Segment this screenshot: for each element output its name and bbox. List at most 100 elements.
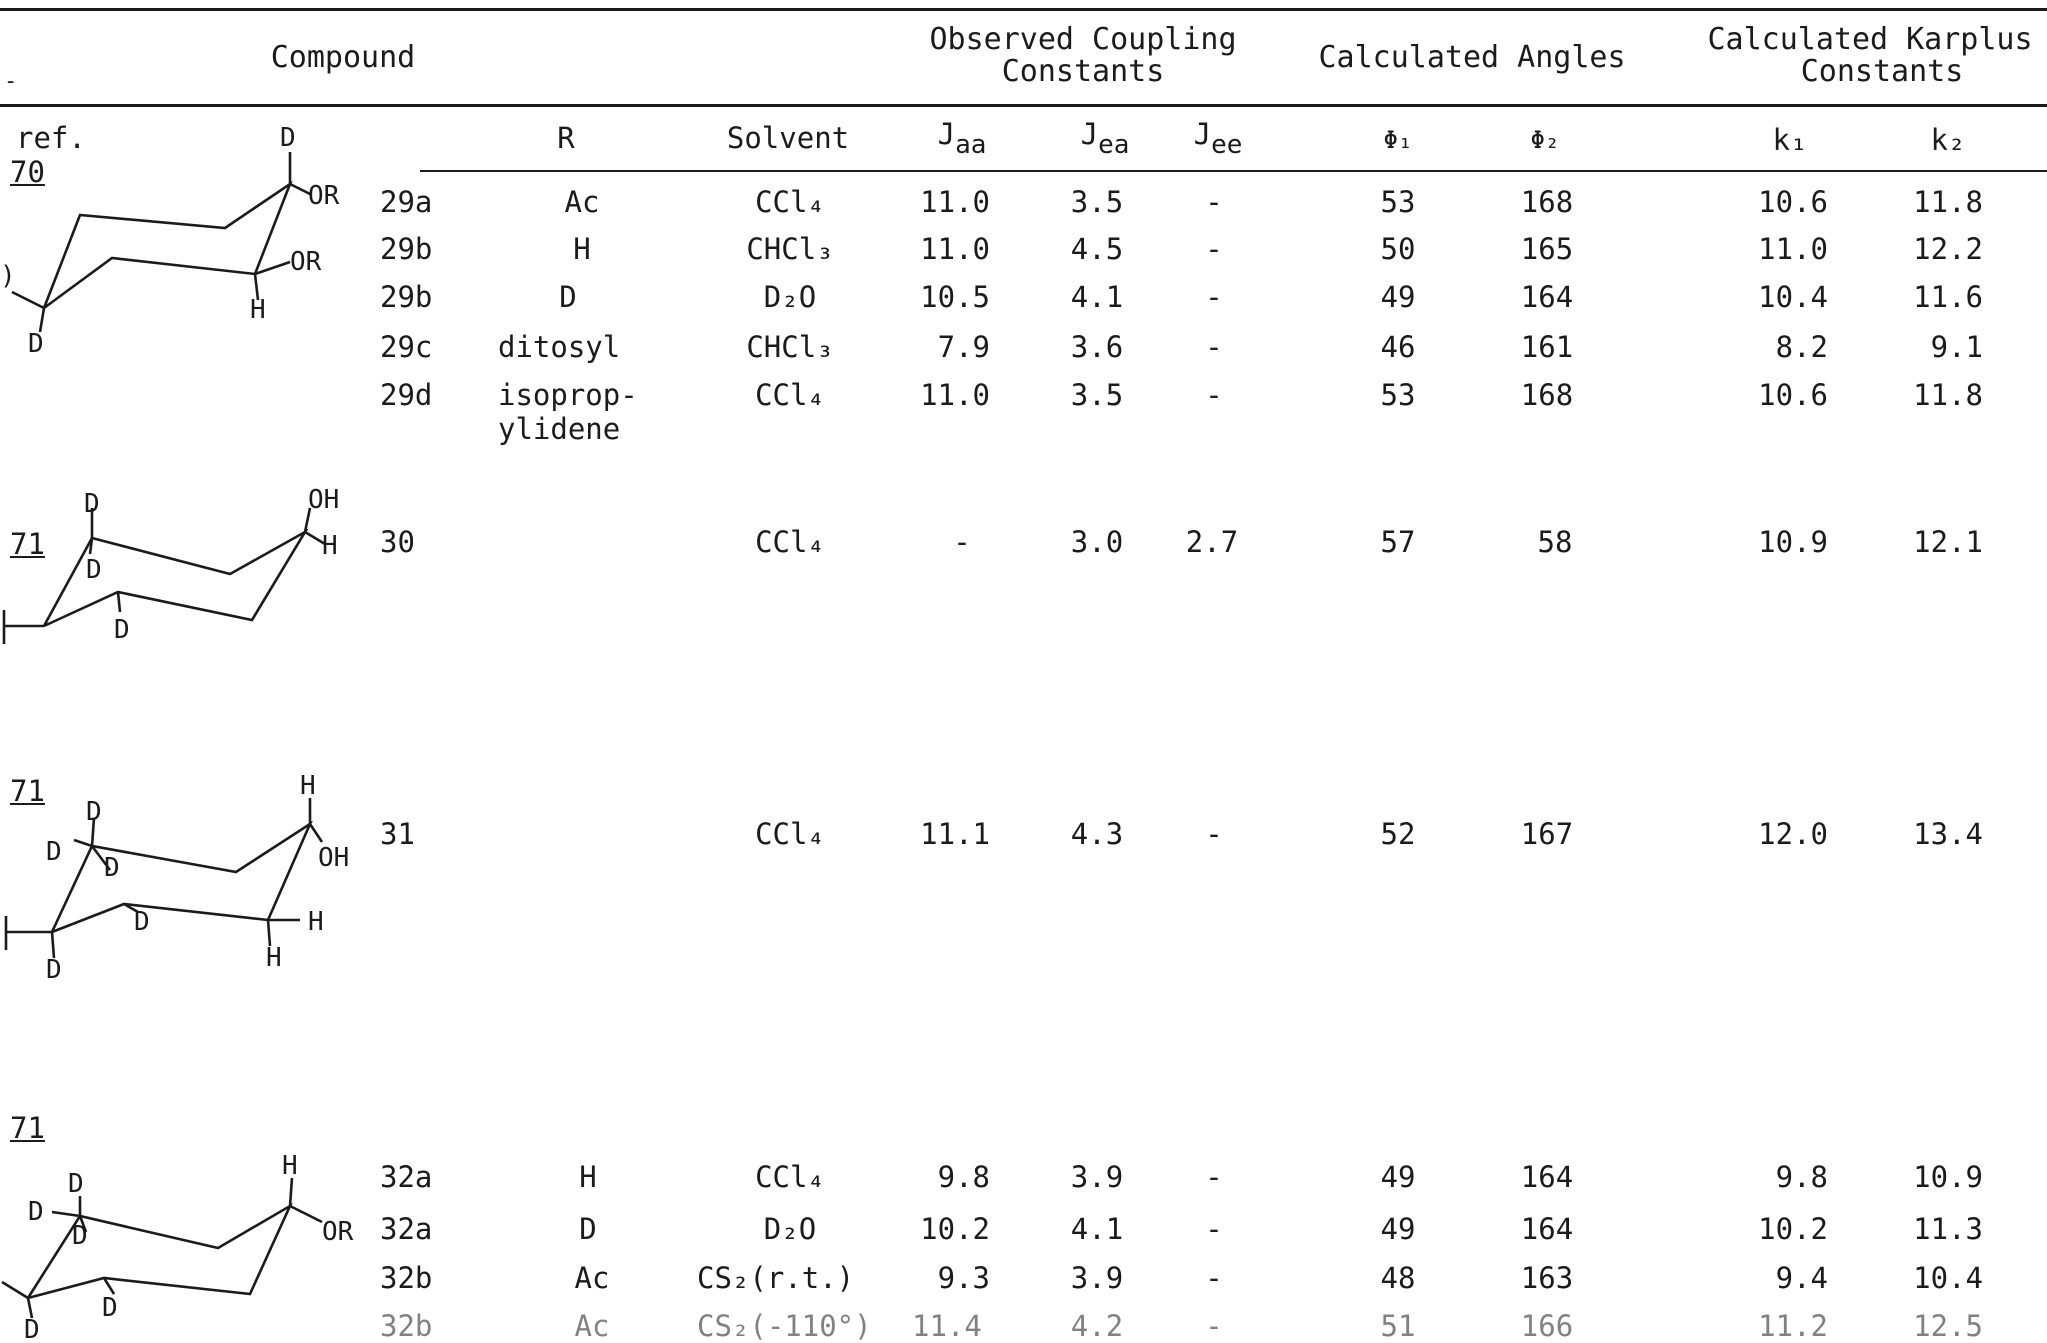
j-ee: - xyxy=(1205,1160,1223,1194)
solvent: CHCl₃ xyxy=(746,232,834,266)
bond xyxy=(1,1280,29,1300)
phi1: 50 xyxy=(1380,232,1416,266)
compound-id: 32a xyxy=(380,1160,433,1194)
phi2: 166 xyxy=(1520,1309,1574,1343)
j-aa: 11.0 xyxy=(920,232,990,266)
bond xyxy=(303,507,312,533)
j-ea: 3.9 xyxy=(1070,1160,1124,1194)
bond xyxy=(266,919,272,947)
j-ee: - xyxy=(1205,185,1223,219)
subheader-ref: ref. xyxy=(16,121,86,155)
phi1: 48 xyxy=(1380,1261,1416,1295)
bond xyxy=(88,537,94,555)
subheader-r: R xyxy=(557,121,575,155)
structure-diagram-31: H OH D D D D D H H xyxy=(4,771,349,985)
k2: 12.5 xyxy=(1913,1309,1983,1343)
atom-label: H xyxy=(266,943,282,973)
atom-label: D xyxy=(84,489,100,519)
compound-id: 29c xyxy=(380,330,433,364)
ref-number: 71 xyxy=(10,774,45,808)
j-ee: - xyxy=(1205,1261,1223,1295)
compound-id: 29b xyxy=(380,232,433,266)
subheader-jee: Jee xyxy=(1193,117,1243,160)
solvent: CS₂(r.t.) xyxy=(697,1261,855,1295)
atom-label: D xyxy=(102,1293,118,1323)
solvent: CCl₄ xyxy=(755,817,825,851)
phi2: 167 xyxy=(1520,817,1574,851)
atom-label: D xyxy=(46,955,62,985)
phi1: 53 xyxy=(1380,378,1416,412)
j-ea: 3.9 xyxy=(1070,1261,1124,1295)
k1: 10.6 xyxy=(1758,185,1828,219)
subheader-k1: k₁ xyxy=(1772,123,1808,157)
k1: 11.0 xyxy=(1758,232,1828,266)
k2: 9.1 xyxy=(1930,330,1983,364)
j-ee: - xyxy=(1205,280,1223,314)
header-observed-line1: Observed Coupling xyxy=(929,22,1237,57)
header-calculated-angles: Calculated Angles xyxy=(1318,40,1626,75)
j-ea: 4.3 xyxy=(1070,817,1124,851)
phi1: 46 xyxy=(1380,330,1416,364)
r-group: Ac xyxy=(574,1261,610,1295)
solvent: CS₂(-110°) xyxy=(697,1309,872,1343)
subheader-solvent: Solvent xyxy=(726,121,850,155)
j-ea: 3.6 xyxy=(1070,330,1124,364)
bond xyxy=(90,817,96,847)
header-observed-line2: Constants xyxy=(1001,54,1165,89)
j-ee: - xyxy=(1205,330,1223,364)
atom-label: OR xyxy=(308,181,340,211)
bond xyxy=(308,823,324,843)
header-rule xyxy=(0,104,2047,107)
j-ee: - xyxy=(1205,817,1223,851)
bond xyxy=(11,290,45,310)
j-aa: 11.4 xyxy=(912,1309,982,1343)
r-group: Ac xyxy=(574,1309,610,1343)
atom-label: OR xyxy=(322,1217,354,1247)
j-aa: 11.1 xyxy=(920,817,990,851)
k2: 11.8 xyxy=(1913,378,1983,412)
atom-label: D xyxy=(86,555,102,585)
atom-label: D xyxy=(134,907,150,937)
r-group: Ac xyxy=(564,185,600,219)
r-group: H xyxy=(579,1160,597,1194)
atom-label: H xyxy=(322,531,338,561)
j-ea: 4.1 xyxy=(1070,280,1124,314)
bond xyxy=(116,591,122,613)
k2: 13.4 xyxy=(1913,817,1983,851)
compound-id: 31 xyxy=(380,817,415,851)
bond xyxy=(90,845,112,871)
structure-diagram-30: D D D OH H xyxy=(2,485,339,645)
k2: 12.1 xyxy=(1913,525,1983,559)
compound-id: 29d xyxy=(380,378,433,412)
bond xyxy=(123,902,139,914)
phi1: 51 xyxy=(1380,1309,1416,1343)
k1: 10.6 xyxy=(1758,378,1828,412)
j-aa: 7.9 xyxy=(937,330,990,364)
atom-label: D xyxy=(86,797,102,827)
subheader-phi1: Φ₁ xyxy=(1383,126,1413,154)
solvent: D₂O xyxy=(763,1212,817,1246)
bond xyxy=(38,307,46,333)
atom-label: D xyxy=(104,853,120,883)
bond xyxy=(26,1297,34,1319)
atom-label: D xyxy=(24,1315,40,1343)
atom-label: H xyxy=(282,1151,298,1181)
r-group: isoprop- xyxy=(498,378,638,412)
k1: 11.2 xyxy=(1758,1309,1828,1343)
header-compound: Compound xyxy=(270,40,416,75)
compound-id: 32b xyxy=(380,1261,433,1295)
atom-label: OR xyxy=(290,247,322,277)
compound-id: 32a xyxy=(380,1212,433,1246)
phi1: 57 xyxy=(1380,525,1416,559)
phi2: 168 xyxy=(1520,185,1574,219)
r-group: D xyxy=(559,280,577,314)
bond xyxy=(289,1204,323,1224)
j-ea: 3.0 xyxy=(1070,525,1124,559)
atom-label: H xyxy=(250,295,266,325)
subheader-jaa: Jaa xyxy=(937,117,987,160)
r-group: ditosyl xyxy=(498,330,621,364)
atom-label: D xyxy=(68,1169,84,1199)
cyclohexane-ring xyxy=(50,820,313,934)
phi2: 164 xyxy=(1520,1160,1574,1194)
bond xyxy=(254,260,291,276)
